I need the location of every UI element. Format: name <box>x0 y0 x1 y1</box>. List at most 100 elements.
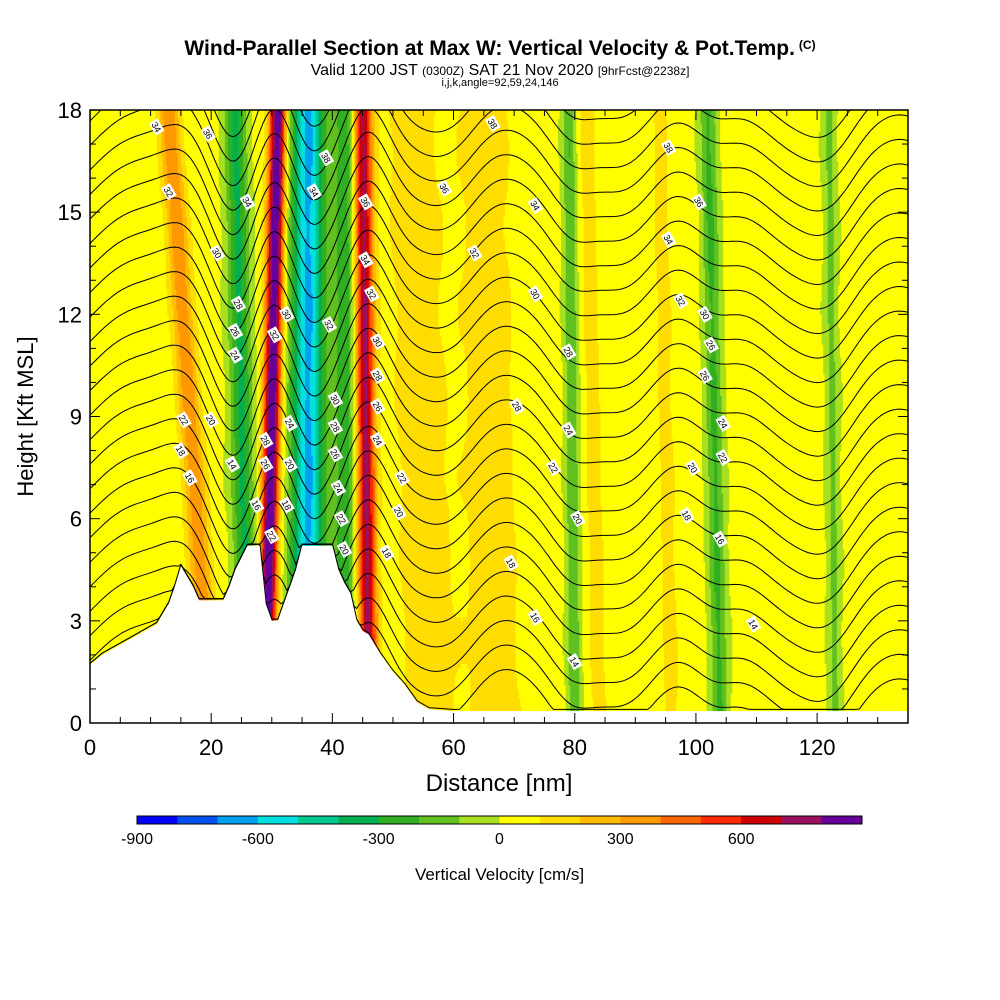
svg-text:26: 26 <box>698 369 712 383</box>
velocity-cell <box>582 207 585 673</box>
velocity-cell <box>602 539 605 723</box>
velocity-cell <box>336 459 340 494</box>
velocity-cell <box>667 110 670 252</box>
velocity-cell <box>658 110 661 409</box>
x-tick-label: 100 <box>678 735 715 760</box>
velocity-cell <box>641 110 644 723</box>
velocity-cell <box>820 182 823 303</box>
velocity-cell <box>299 110 302 723</box>
velocity-cell <box>589 667 593 723</box>
contour-label: 34 <box>660 230 677 248</box>
velocity-cell <box>786 110 789 723</box>
velocity-cell <box>465 616 468 665</box>
velocity-cell <box>267 442 270 723</box>
velocity-cell <box>214 110 217 579</box>
velocity-cell <box>824 539 827 596</box>
velocity-cell <box>177 331 180 396</box>
velocity-cell <box>755 110 758 723</box>
velocity-cell <box>103 110 106 723</box>
velocity-cell <box>508 267 511 723</box>
velocity-cell <box>830 599 833 723</box>
velocity-cell <box>823 110 826 375</box>
velocity-cell <box>309 254 312 371</box>
velocity-cell <box>261 518 264 584</box>
velocity-cell <box>368 110 371 183</box>
velocity-cell <box>279 378 282 439</box>
velocity-cell <box>595 267 599 723</box>
velocity-cell <box>848 110 852 723</box>
velocity-cell <box>426 110 429 723</box>
velocity-cell <box>456 471 459 481</box>
velocity-cell <box>197 327 200 405</box>
velocity-cell <box>277 459 280 524</box>
velocity-cell <box>279 514 282 618</box>
velocity-cell <box>586 110 589 507</box>
velocity-cell <box>864 110 867 723</box>
velocity-cell <box>212 110 215 558</box>
velocity-cell <box>583 339 586 711</box>
velocity-cell <box>444 450 447 486</box>
velocity-cell <box>399 110 402 447</box>
velocity-cell <box>791 110 794 723</box>
contour-label: 36 <box>200 125 217 143</box>
velocity-cell <box>402 110 405 596</box>
velocity-cell <box>667 250 670 723</box>
velocity-cell <box>871 110 874 723</box>
velocity-cell <box>624 110 627 723</box>
velocity-cell <box>711 433 714 626</box>
velocity-cell <box>126 110 129 723</box>
velocity-cell <box>620 110 623 723</box>
velocity-cell <box>150 110 153 723</box>
velocity-cell <box>836 110 839 115</box>
velocity-cell <box>676 697 679 716</box>
velocity-cell <box>267 322 270 371</box>
theta-contour <box>90 110 908 187</box>
velocity-cell <box>567 522 570 723</box>
velocity-cell <box>700 122 703 379</box>
velocity-cell <box>262 161 265 290</box>
velocity-cell <box>727 467 730 524</box>
velocity-cell <box>720 110 723 162</box>
velocity-cell <box>226 220 229 533</box>
velocity-cell <box>268 233 271 307</box>
colorbar-swatch <box>821 816 863 824</box>
contour-label: 36 <box>436 179 453 197</box>
velocity-cell <box>662 642 665 723</box>
velocity-cell <box>177 173 180 332</box>
theta-contour <box>90 327 908 433</box>
velocity-cell <box>194 288 197 358</box>
contour-label: 26 <box>697 367 713 385</box>
svg-text:16: 16 <box>249 498 263 512</box>
velocity-cell <box>564 203 567 686</box>
velocity-cell <box>179 144 182 192</box>
velocity-cell <box>580 518 583 723</box>
velocity-cell <box>455 676 458 723</box>
velocity-cell <box>839 488 842 723</box>
velocity-cell <box>236 361 240 592</box>
velocity-cell <box>261 454 264 520</box>
velocity-cell <box>297 110 300 723</box>
velocity-cell <box>745 110 749 723</box>
velocity-cell <box>709 356 712 388</box>
velocity-cell <box>221 348 224 686</box>
velocity-cell <box>703 110 706 269</box>
velocity-cell <box>191 365 194 537</box>
velocity-cell <box>874 110 877 723</box>
velocity-cell <box>220 110 223 222</box>
svg-text:26: 26 <box>704 338 718 352</box>
velocity-cell <box>462 450 465 503</box>
velocity-cell <box>636 110 639 723</box>
contour-label: 24 <box>369 431 386 449</box>
colorbar-swatch <box>700 816 742 824</box>
velocity-cell <box>861 110 864 723</box>
velocity-cell <box>191 535 194 588</box>
theta-contour <box>90 205 908 310</box>
velocity-cell <box>414 110 417 723</box>
contour-label: 28 <box>257 431 274 449</box>
velocity-cell <box>614 110 617 723</box>
contour-label: 18 <box>279 496 295 514</box>
velocity-cell <box>615 110 618 723</box>
colorbar-swatch <box>298 816 339 824</box>
contour-label: 26 <box>257 455 274 473</box>
velocity-cell <box>830 110 833 601</box>
